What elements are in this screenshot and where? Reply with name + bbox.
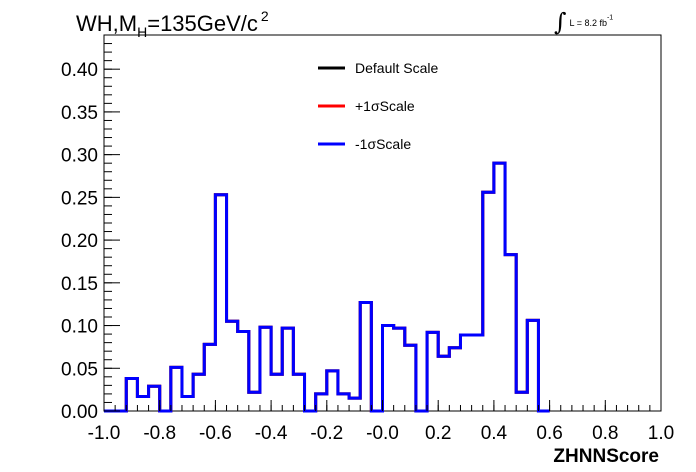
luminosity-superscript: -1 — [606, 14, 614, 22]
series-layer — [104, 161, 550, 413]
axis-layer: 0.00 0.05 0.10 0.15 0.20 0.25 0.30 0.35 0.40 -1.0… — [61, 34, 674, 444]
y-tick-label: 0.05 — [61, 359, 98, 380]
x-tick-label: -0.6 — [199, 423, 232, 444]
luminosity-label: ∫ L = 8.2 fb-1 — [554, 8, 613, 36]
legend-label: Default Scale — [355, 60, 438, 76]
y-tick-label: 0.25 — [61, 188, 98, 209]
x-tick-label: -1.0 — [88, 423, 121, 444]
x-tick-label: -0.2 — [310, 423, 343, 444]
chart-title: WH,MH=135GeV/c 2 — [76, 8, 269, 40]
title-after: =135GeV/c — [147, 11, 258, 36]
legend-label: -1σScale — [355, 136, 411, 152]
x-tick-label: -0.4 — [255, 423, 288, 444]
legend-label: +1σScale — [355, 98, 415, 114]
title-main: WH,M — [76, 11, 138, 36]
title-subscript: H — [137, 24, 148, 40]
y-tick-label: 0.10 — [61, 317, 98, 338]
y-tick-label: 0.20 — [61, 231, 98, 252]
legend: Default Scale +1σScale -1σScale — [318, 60, 438, 152]
title-superscript: 2 — [260, 8, 269, 24]
series-line-2 — [104, 161, 550, 413]
luminosity-text: L = 8.2 fb — [569, 18, 607, 28]
y-tick-label: 0.00 — [61, 402, 98, 423]
x-tick-label: 0.4 — [481, 423, 508, 444]
y-tick-label: 0.40 — [61, 60, 98, 81]
y-tick-label: 0.30 — [61, 146, 98, 167]
x-tick-label: -0.0 — [366, 423, 399, 444]
x-tick-label: 1.0 — [648, 423, 674, 444]
x-tick-label: 0.6 — [536, 423, 562, 444]
x-tick-label: 0.8 — [592, 423, 618, 444]
integral-icon: ∫ — [554, 8, 567, 36]
y-tick-label: 0.35 — [61, 103, 98, 124]
x-axis-title: ZHNNScore — [553, 446, 659, 467]
x-tick-label: 0.2 — [425, 423, 451, 444]
y-tick-label: 0.15 — [61, 274, 98, 295]
x-tick-label: -0.8 — [143, 423, 176, 444]
